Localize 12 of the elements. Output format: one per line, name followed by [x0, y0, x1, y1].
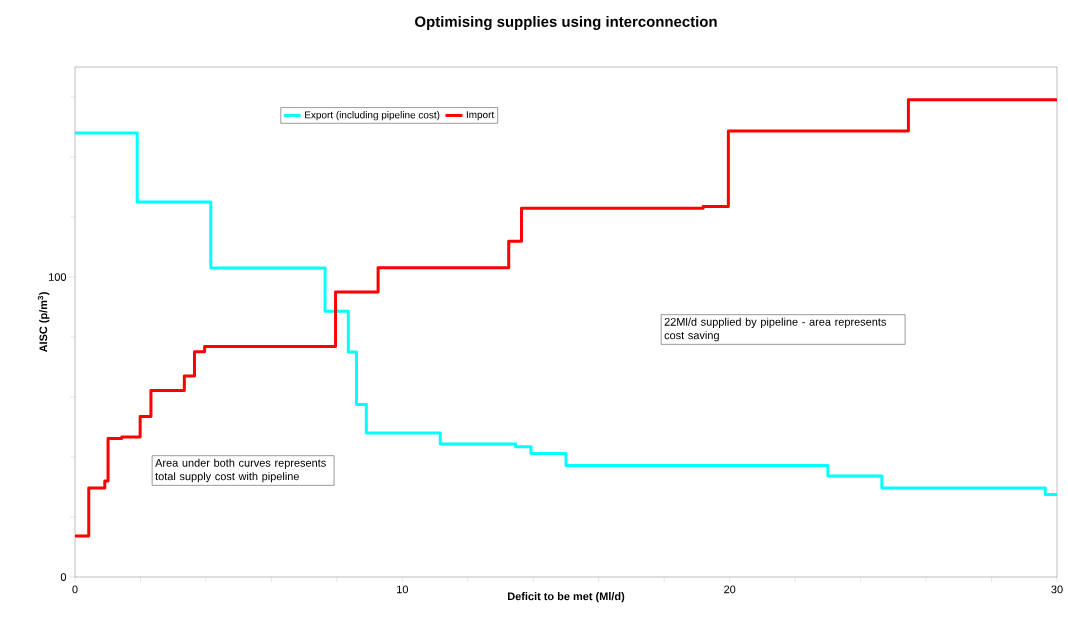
x-tick-label: 0 [72, 585, 78, 594]
legend-label: Export (including pipeline cost) [305, 111, 440, 121]
annotation: 22Ml/d supplied by pipeline - area represents cost saving [664, 317, 887, 342]
chart-title: Optimising supplies using interconnection [415, 15, 717, 30]
y-tick-label: 100 [49, 273, 67, 281]
x-tick-label: 20 [724, 585, 736, 594]
x-tick-label: 10 [397, 585, 408, 594]
legend-label: Import [466, 111, 495, 121]
x-axis-title: Deficit to be met (Ml/d) [507, 592, 625, 603]
annotation: Area under both curves represents total supply cost with pipeline [155, 458, 326, 483]
y-axis-title: AISC (p/m$^{3}$) [37, 292, 50, 353]
x-tick-label: 30 [1051, 585, 1063, 594]
